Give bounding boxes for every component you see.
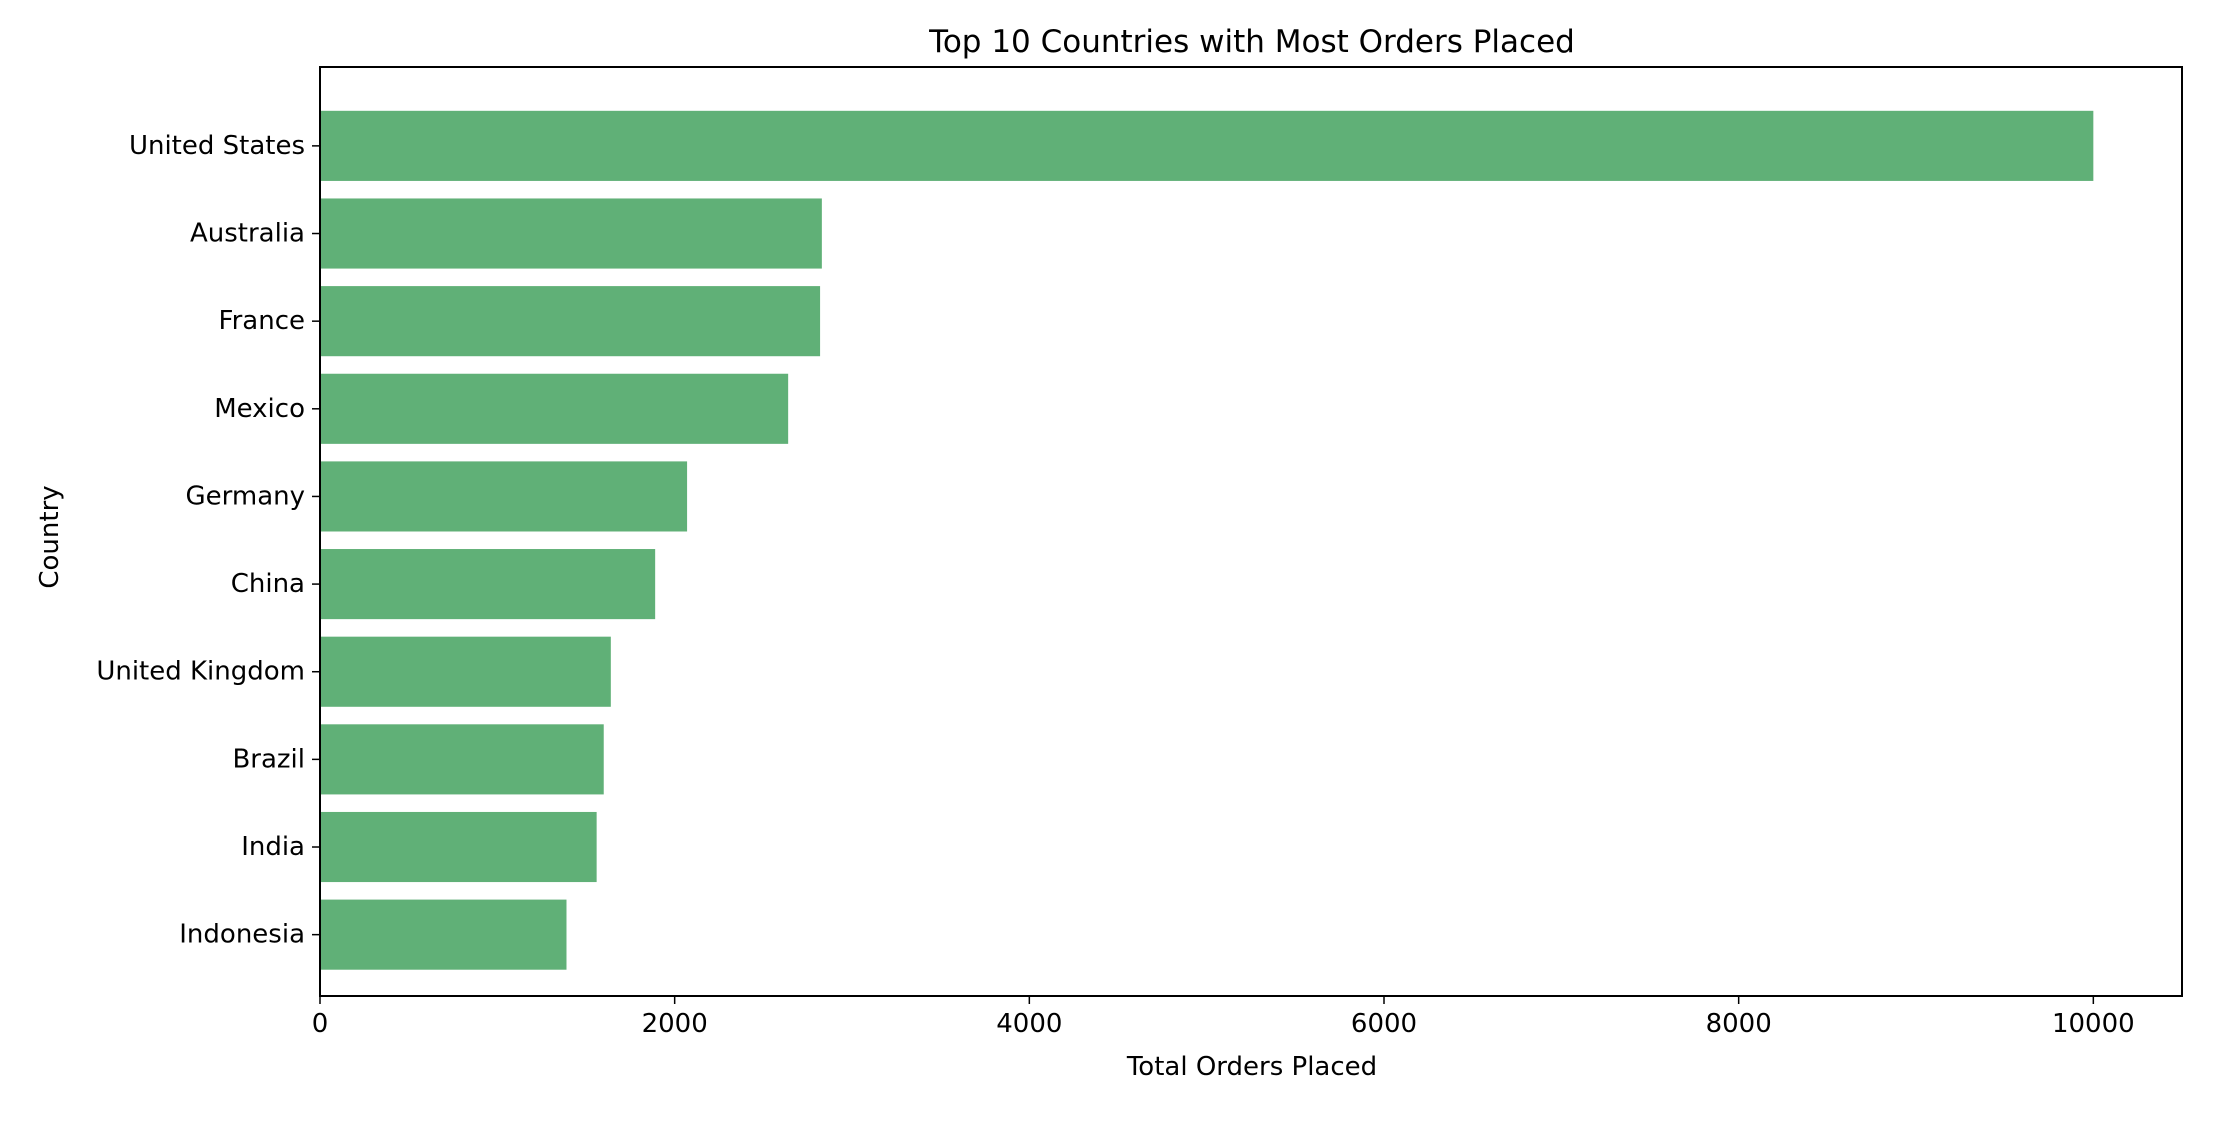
x-tick-label: 6000: [1351, 1009, 1417, 1039]
x-tick-label: 10000: [2052, 1009, 2135, 1039]
bar-india: [320, 811, 597, 883]
bar-indonesia: [320, 899, 567, 970]
bar-france: [320, 286, 821, 357]
bar-brazil: [320, 724, 604, 795]
x-tick-label: 4000: [996, 1009, 1062, 1039]
y-tick-label: United Kingdom: [96, 657, 305, 687]
y-ticks-group: United States Australia France Mexico German…: [96, 131, 320, 950]
bar-mexico: [320, 373, 789, 444]
y-tick-label: Brazil: [232, 744, 305, 774]
y-tick-label: France: [219, 306, 305, 336]
x-axis-label: Total Orders Placed: [1126, 1052, 1377, 1082]
bar-germany: [320, 461, 688, 532]
y-tick-label: Australia: [190, 219, 305, 249]
bars-group: [320, 110, 2094, 970]
y-tick-label: China: [231, 569, 305, 599]
y-tick-label: Mexico: [214, 394, 305, 424]
x-ticks-group: 0 2000 4000 6000 8000 10000: [312, 996, 2135, 1039]
bar-australia: [320, 198, 822, 269]
x-tick-label: 8000: [1706, 1009, 1772, 1039]
bar-united-kingdom: [320, 636, 611, 707]
x-tick-label: 0: [312, 1009, 329, 1039]
y-tick-label: India: [241, 832, 305, 862]
y-tick-label: United States: [129, 131, 305, 161]
bar-china: [320, 549, 656, 620]
y-axis-label: Country: [35, 485, 65, 588]
y-tick-label: Germany: [185, 481, 305, 511]
chart-title: Top 10 Countries with Most Orders Placed: [928, 24, 1575, 60]
plot-frame: [319, 66, 2183, 997]
x-tick-label: 2000: [642, 1009, 708, 1039]
bar-united-states: [320, 110, 2094, 181]
y-tick-label: Indonesia: [179, 920, 305, 950]
